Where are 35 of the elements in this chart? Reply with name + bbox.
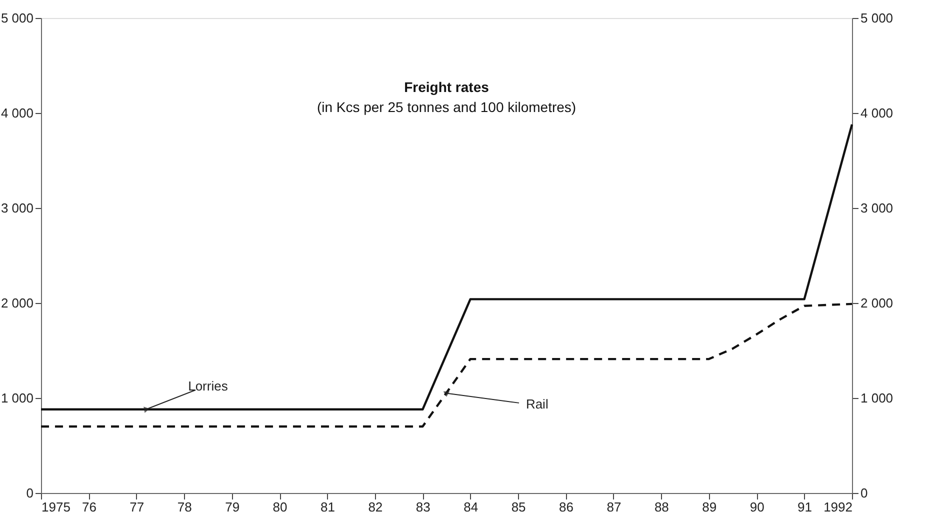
text: Freight rates bbox=[404, 79, 490, 95]
x-tick-label: 85 bbox=[511, 500, 526, 514]
y-tick-label: 3 000 bbox=[0, 200, 34, 216]
text: (in Kcs per 25 tonnes and 100 kilometres) bbox=[316, 99, 576, 115]
y2-tick-label: 2 000 bbox=[860, 296, 894, 310]
x-tick-label: 86 bbox=[559, 500, 574, 514]
x-tick-label: 87 bbox=[606, 500, 622, 514]
x-tick-label: 1975 bbox=[42, 500, 70, 514]
y2-tick-label: 4 000 bbox=[860, 106, 894, 120]
y-tick-label: 2 000 bbox=[0, 296, 34, 310]
annotation: Lorries bbox=[188, 378, 228, 394]
y-tick-label: 1 000 bbox=[0, 390, 34, 406]
y2-tick-label: 0 bbox=[860, 486, 868, 500]
x-tick-label: 80 bbox=[272, 500, 288, 514]
y2-tick-label: 1 000 bbox=[860, 390, 894, 406]
x-tick-label: 79 bbox=[225, 500, 240, 514]
x-tick-label: 76 bbox=[82, 500, 96, 514]
annotation: Rail bbox=[526, 396, 548, 412]
line-series bbox=[40, 302, 854, 428]
y-tick-label: 4 000 bbox=[0, 106, 34, 120]
x-tick-label: 88 bbox=[654, 500, 669, 514]
x-tick-label: 91 bbox=[798, 500, 812, 514]
y2-tick-label: 3 000 bbox=[860, 200, 894, 216]
x-tick-label: 78 bbox=[177, 500, 192, 514]
x-tick-label: 82 bbox=[368, 500, 383, 514]
x-tick-label: 84 bbox=[464, 500, 478, 514]
x-tick-label: 81 bbox=[320, 500, 335, 514]
y2-tick-label: 5 000 bbox=[860, 10, 894, 26]
y-tick-label: 0 bbox=[26, 486, 34, 500]
x-tick-label: 77 bbox=[130, 500, 144, 514]
x-tick-label: 1992 bbox=[824, 500, 852, 514]
x-tick-label: 90 bbox=[750, 500, 764, 514]
x-tick-label: 83 bbox=[416, 500, 430, 514]
y-tick-label: 5 000 bbox=[0, 10, 34, 26]
x-tick-label: 89 bbox=[702, 500, 717, 514]
